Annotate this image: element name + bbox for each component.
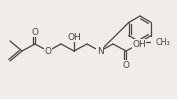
Text: N: N: [97, 47, 103, 56]
Text: OH: OH: [67, 32, 81, 41]
Text: OH: OH: [132, 40, 146, 49]
Text: CH₃: CH₃: [155, 38, 170, 47]
Text: O: O: [122, 60, 130, 69]
Text: O: O: [32, 28, 39, 37]
Text: O: O: [44, 47, 52, 56]
